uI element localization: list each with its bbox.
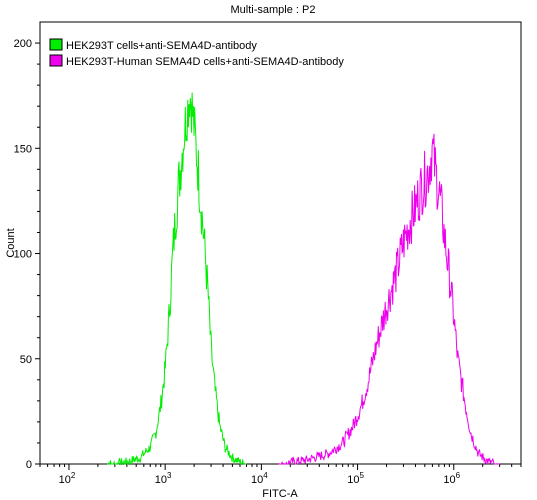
series-2 [278, 133, 500, 466]
y-axis: 0 50 100 150 200 [14, 38, 40, 471]
x-tick-label: 104 [251, 471, 268, 486]
legend-swatch [49, 38, 63, 51]
y-axis-label: Count [5, 228, 17, 257]
y-tick-label: 50 [20, 354, 32, 366]
y-tick-label: 150 [14, 143, 32, 155]
y-tick-label: 0 [26, 459, 32, 471]
series-layer [107, 92, 500, 466]
legend-label: HEK293T cells+anti-SEMA4D-antibody [66, 40, 257, 52]
y-tick-label: 100 [14, 249, 32, 261]
series-line [107, 92, 247, 466]
chart-title: Multi-sample : P2 [231, 4, 316, 16]
plot-area [39, 21, 522, 465]
legend-label: HEK293T-Human SEMA4D cells+anti-SEMA4D-a… [66, 56, 344, 68]
y-tick-label: 200 [14, 38, 32, 50]
x-axis: 102 103 104 105 106 [39, 464, 522, 486]
legend: HEK293T cells+anti-SEMA4D-antibody HEK293… [49, 38, 344, 68]
legend-swatch [49, 54, 63, 67]
x-tick-label: 105 [347, 471, 364, 486]
series-line [278, 133, 500, 466]
x-axis-label: FITC-A [262, 488, 298, 500]
x-tick-label: 102 [59, 471, 76, 486]
x-tick-label: 106 [443, 471, 460, 486]
series-1 [107, 92, 247, 466]
x-tick-label: 103 [155, 471, 172, 486]
